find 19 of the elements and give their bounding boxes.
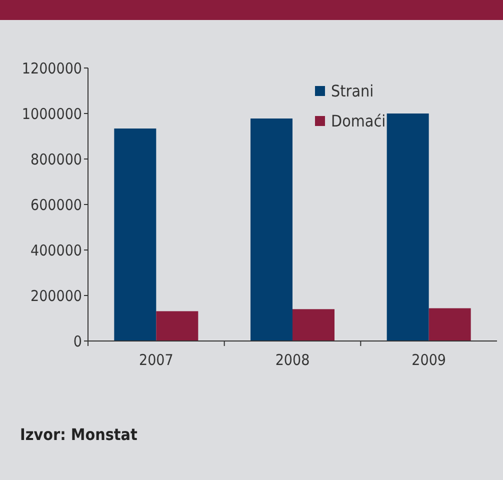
x-tick-label: 2007 [138, 351, 174, 369]
bar [428, 308, 471, 341]
legend-label: Domaći [331, 112, 386, 131]
bar [250, 118, 292, 341]
y-tick-label: 200000 [30, 286, 82, 305]
bar [114, 128, 156, 341]
x-tick-label: 2009 [412, 351, 446, 369]
x-tick-label: 2008 [275, 351, 310, 369]
legend-label: Strani [331, 82, 374, 101]
bar [156, 311, 198, 341]
y-tick-label: 600000 [30, 196, 82, 214]
y-tick-label: 400000 [30, 241, 82, 260]
text: Izvor: Monstat [20, 425, 138, 444]
bar [386, 114, 429, 341]
y-tick-label: 1000000 [22, 104, 82, 123]
y-tick-label: 800000 [30, 150, 82, 168]
bar [292, 309, 334, 341]
y-tick-label: 1200000 [22, 59, 82, 78]
y-tick-label: 0 [73, 332, 82, 350]
